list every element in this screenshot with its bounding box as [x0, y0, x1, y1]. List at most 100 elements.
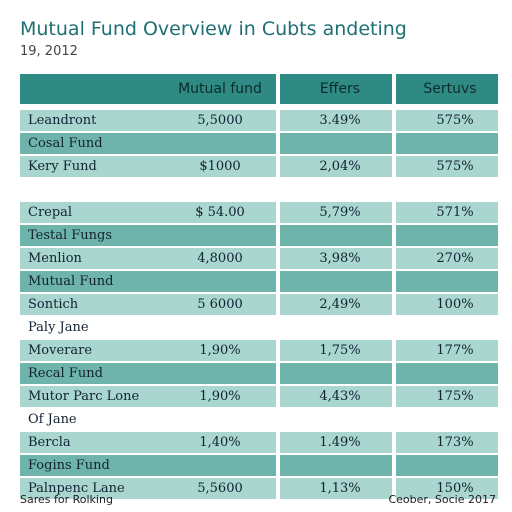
mutual-fund-cell: 4,8000 — [197, 251, 243, 266]
column-divider — [276, 340, 280, 361]
effers-cell: 1,13% — [319, 481, 361, 496]
header-effers: Effers — [319, 81, 361, 97]
page-title: Mutual Fund Overview in Cubts andeting — [20, 18, 407, 40]
column-divider — [392, 133, 396, 154]
column-divider — [276, 248, 280, 269]
page-subtitle: 19, 2012 — [20, 44, 78, 59]
column-divider — [392, 202, 396, 223]
fund-name-cell: Menlion — [28, 251, 82, 266]
table-row — [20, 179, 498, 200]
table-header: Mutual fund Effers Sertuvs — [20, 74, 498, 104]
footer-source: Sares for Rolking — [20, 493, 113, 506]
table-row: Crepal $ 54.00 5,79% 571% — [20, 202, 498, 223]
header-divider — [392, 74, 396, 104]
mutual-fund-cell: 5 6000 — [197, 297, 243, 312]
header-mutual-fund: Mutual fund — [178, 81, 262, 97]
mutual-fund-cell: 5,5000 — [197, 113, 243, 128]
fund-name-cell: Of Jane — [28, 412, 77, 427]
sertuvs-cell: 173% — [436, 435, 474, 450]
fund-name-cell: Mutual Fund — [28, 274, 114, 289]
sertuvs-cell: 100% — [436, 297, 474, 312]
sertuvs-cell: 571% — [436, 205, 474, 220]
effers-cell: 5,79% — [319, 205, 361, 220]
effers-cell: 3.49% — [319, 113, 361, 128]
sertuvs-cell: 575% — [436, 113, 474, 128]
table-row: Menlion 4,8000 3,98% 270% — [20, 248, 498, 269]
effers-cell: 2,49% — [319, 297, 361, 312]
fund-name-cell: Kery Fund — [28, 159, 97, 174]
effers-cell: 1,75% — [319, 343, 361, 358]
column-divider — [276, 133, 280, 154]
column-divider — [392, 294, 396, 315]
fund-name-cell: Recal Fund — [28, 366, 103, 381]
table-row: Palnpenc Lane 5,5600 1,13% 150% — [20, 478, 498, 499]
column-divider — [276, 202, 280, 223]
fund-name-cell: Mutor Parc Lone — [28, 389, 140, 404]
effers-cell: 4,43% — [319, 389, 361, 404]
column-divider — [276, 156, 280, 177]
column-divider — [276, 478, 280, 499]
column-divider — [392, 386, 396, 407]
column-divider — [392, 225, 396, 246]
effers-cell: 2,04% — [319, 159, 361, 174]
mutual-fund-cell: 1,40% — [199, 435, 241, 450]
mutual-fund-cell: 1,90% — [199, 389, 241, 404]
table-row: Testal Fungs — [20, 225, 498, 246]
sertuvs-cell: 270% — [436, 251, 474, 266]
sertuvs-cell: 575% — [436, 159, 474, 174]
mutual-fund-cell: $1000 — [199, 159, 241, 174]
header-divider — [276, 74, 280, 104]
table-row: Leandront 5,5000 3.49% 575% — [20, 110, 498, 131]
table-row: Fogins Fund — [20, 455, 498, 476]
table-body: Leandront 5,5000 3.49% 575% Cosal Fund Kery F… — [20, 110, 498, 499]
fund-name-cell: Crepal — [28, 205, 73, 220]
footer-credit: Ceober, Socie 2017 — [388, 493, 496, 506]
column-divider — [392, 363, 396, 384]
mutual-fund-cell: 5,5600 — [197, 481, 243, 496]
fund-name-cell: Moverare — [28, 343, 93, 358]
column-divider — [392, 340, 396, 361]
table-row: Recal Fund — [20, 363, 498, 384]
fund-name-cell: Palnpenc Lane — [28, 481, 125, 496]
fund-name-cell: Cosal Fund — [28, 136, 103, 151]
column-divider — [276, 432, 280, 453]
mutual-fund-cell: $ 54.00 — [195, 205, 245, 220]
effers-cell: 1.49% — [319, 435, 361, 450]
table-row: Bercla 1,40% 1.49% 173% — [20, 432, 498, 453]
fund-table: Mutual fund Effers Sertuvs Leandront 5,50… — [20, 74, 498, 501]
column-divider — [276, 294, 280, 315]
mutual-fund-cell: 1,90% — [199, 343, 241, 358]
column-divider — [276, 363, 280, 384]
column-divider — [392, 432, 396, 453]
sertuvs-cell: 177% — [436, 343, 474, 358]
column-divider — [276, 386, 280, 407]
table-row: Sontich 5 6000 2,49% 100% — [20, 294, 498, 315]
column-divider — [392, 478, 396, 499]
sertuvs-cell: 175% — [436, 389, 474, 404]
column-divider — [392, 248, 396, 269]
table-row: Of Jane — [20, 409, 498, 430]
column-divider — [392, 455, 396, 476]
fund-name-cell: Sontich — [28, 297, 79, 312]
column-divider — [392, 156, 396, 177]
column-divider — [276, 110, 280, 131]
column-divider — [276, 271, 280, 292]
table-row: Moverare 1,90% 1,75% 177% — [20, 340, 498, 361]
fund-name-cell: Leandront — [28, 113, 97, 128]
effers-cell: 3,98% — [319, 251, 361, 266]
table-row: Mutual Fund — [20, 271, 498, 292]
column-divider — [276, 455, 280, 476]
fund-name-cell: Testal Fungs — [28, 228, 113, 243]
fund-name-cell: Fogins Fund — [28, 458, 110, 473]
fund-name-cell: Bercla — [28, 435, 71, 450]
column-divider — [392, 110, 396, 131]
column-divider — [276, 225, 280, 246]
header-sertuvs: Sertuvs — [423, 81, 477, 97]
column-divider — [392, 271, 396, 292]
table-row: Paly Jane — [20, 317, 498, 338]
fund-name-cell: Paly Jane — [28, 320, 89, 335]
sertuvs-cell: 150% — [436, 481, 474, 496]
table-row: Cosal Fund — [20, 133, 498, 154]
table-row: Kery Fund $1000 2,04% 575% — [20, 156, 498, 177]
table-row: Mutor Parc Lone 1,90% 4,43% 175% — [20, 386, 498, 407]
